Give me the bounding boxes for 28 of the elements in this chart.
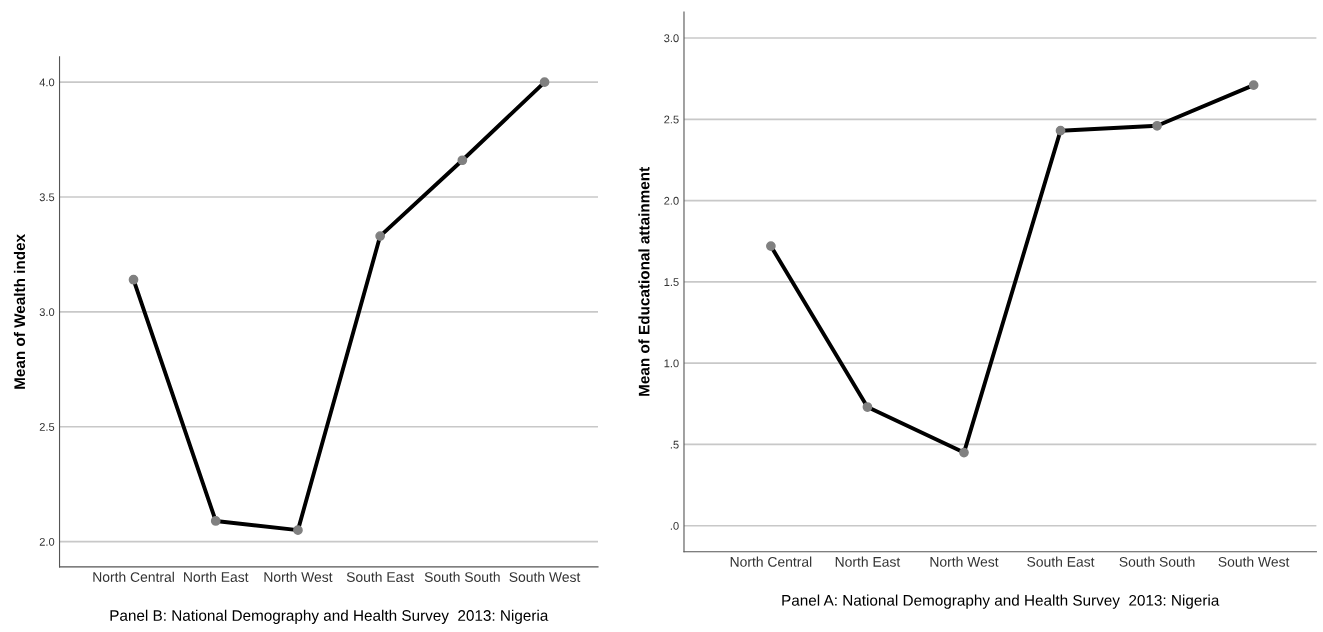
- x-axis-title: Panel B: National Demography and Health Survey 2013: Nigeria: [110, 609, 549, 624]
- x-tick-label: South East: [346, 571, 415, 582]
- y-tick-label: 2.0: [664, 196, 679, 205]
- x-tick-label: South East: [1027, 556, 1095, 567]
- y-axis-title: Mean of Educational attainment: [638, 167, 650, 396]
- x-tick-label: South West: [1218, 556, 1290, 567]
- y-axis-title: Mean of Wealth index: [13, 234, 26, 389]
- x-tick-label: North Central: [93, 571, 174, 582]
- y-tick-label: 3.0: [39, 308, 55, 317]
- x-tick-label: South South: [424, 571, 500, 582]
- x-axis-title: Panel A: National Demography and Health Survey 2013: Nigeria: [782, 594, 1220, 609]
- y-tick-label: 3.0: [664, 34, 679, 43]
- y-tick-label: 1.5: [664, 278, 679, 287]
- y-tick-label: 1.0: [664, 359, 679, 368]
- x-tick-label: North East: [835, 556, 901, 567]
- y-tick-label: 2.5: [39, 423, 55, 431]
- y-tick-label: 2.0: [39, 537, 55, 546]
- y-tick-label: 3.5: [39, 193, 55, 202]
- x-tick-label: North West: [264, 571, 333, 582]
- x-tick-label: South South: [1119, 556, 1195, 567]
- x-tick-label: North West: [930, 556, 999, 567]
- x-tick-label: North Central: [730, 556, 812, 567]
- x-tick-label: North East: [184, 571, 249, 582]
- y-tick-label: 2.5: [664, 115, 679, 124]
- y-tick-label: .0: [670, 521, 679, 530]
- y-tick-label: .5: [670, 440, 679, 449]
- x-tick-label: South West: [509, 571, 581, 582]
- y-tick-label: 4.0: [39, 78, 55, 87]
